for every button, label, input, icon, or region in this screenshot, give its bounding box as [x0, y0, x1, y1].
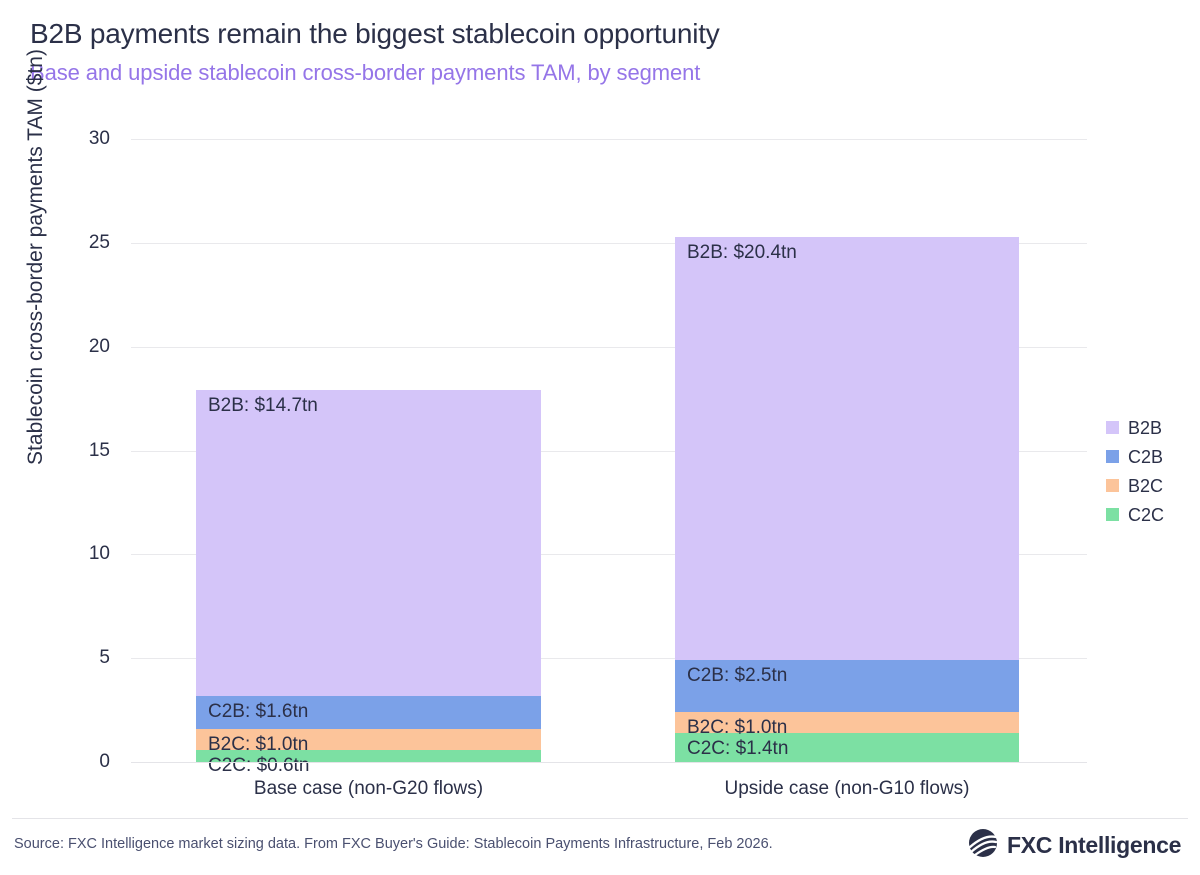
- fxc-globe-icon: [968, 828, 998, 863]
- bar-group[interactable]: C2C: $0.6tn B2C: $1.0tn C2B: $1.6tn B2B: $1…: [196, 139, 541, 776]
- gridline: [131, 346, 1087, 348]
- chart-legend: B2B C2B B2C C2C: [1106, 415, 1164, 531]
- chart-subtitle: Base and upside stablecoin cross-border …: [30, 60, 701, 85]
- x-tick-label: Base case (non-G20 flows): [253, 778, 484, 799]
- y-tick-label: 0: [99, 751, 110, 772]
- legend-item-b2b[interactable]: B2B: [1106, 415, 1164, 440]
- y-tick-label: 15: [88, 439, 110, 461]
- brand-logo: FXC Intelligence: [968, 828, 1181, 863]
- brand-name: FXC Intelligence: [1007, 832, 1182, 858]
- legend-swatch: [1106, 450, 1119, 463]
- legend-label: C2B: [1128, 446, 1164, 467]
- page-title: B2B payments remain the biggest stableco…: [30, 18, 720, 49]
- bar-segment-c2b[interactable]: C2B: $1.6tn: [196, 695, 541, 729]
- bar-segment-label: B2C: $1.0tn: [687, 717, 788, 739]
- bar-segment-label: B2C: $1.0tn: [208, 733, 309, 755]
- y-tick-label: 5: [99, 647, 110, 669]
- legend-swatch: [1106, 508, 1119, 521]
- plot-area: C2C: $0.6tn B2C: $1.0tn C2B: $1.6tn B2B: $1…: [131, 139, 1087, 776]
- gridline: [131, 554, 1087, 556]
- bar-segment-label: C2C: $0.6tn: [208, 754, 310, 776]
- bar-segment-b2b[interactable]: B2B: $14.7tn: [196, 390, 541, 696]
- bar-segment-c2b[interactable]: C2B: $2.5tn: [675, 660, 1019, 713]
- legend-label: B2B: [1128, 417, 1163, 438]
- bar-segment-label: B2B: $14.7tn: [208, 395, 318, 417]
- bar-segment-label: C2C: $1.4tn: [687, 737, 789, 759]
- bar-segment-label: C2B: $1.6tn: [208, 700, 309, 722]
- source-note: Source: FXC Intelligence market sizing d…: [14, 836, 773, 852]
- y-tick-label: 25: [88, 231, 110, 253]
- bar-segment-b2c[interactable]: B2C: $1.0tn: [675, 712, 1019, 738]
- y-tick-label: 20: [88, 335, 110, 357]
- legend-label: C2C: [1128, 504, 1165, 525]
- gridline: [131, 658, 1087, 660]
- legend-swatch: [1106, 421, 1119, 434]
- bar-segment-label: B2B: $20.4tn: [687, 241, 797, 263]
- bar-group[interactable]: C2C: $1.4tn B2C: $1.0tn C2B: $2.5tn B2B: $2…: [675, 139, 1019, 762]
- gridline: [131, 139, 1087, 140]
- y-tick-label: 30: [88, 128, 110, 149]
- legend-label: B2C: [1128, 475, 1164, 496]
- x-axis-line: [131, 762, 1087, 763]
- x-tick-label: Upside case (non-G10 flows): [724, 778, 970, 799]
- bar-segment-b2c[interactable]: B2C: $1.0tn: [196, 728, 541, 755]
- y-axis-title: Stablecoin cross-border payments TAM ($t…: [24, 49, 47, 465]
- legend-swatch: [1106, 479, 1119, 492]
- bar-segment-c2c[interactable]: C2C: $0.6tn: [196, 749, 541, 776]
- bar-segment-label: C2B: $2.5tn: [687, 665, 788, 687]
- legend-item-c2b[interactable]: C2B: [1106, 444, 1164, 469]
- gridline: [131, 450, 1087, 452]
- y-tick-label: 10: [88, 543, 110, 565]
- legend-item-b2c[interactable]: B2C: [1106, 473, 1164, 498]
- footer-divider: [12, 818, 1188, 819]
- legend-item-c2c[interactable]: C2C: [1106, 502, 1164, 527]
- bar-segment-b2b[interactable]: B2B: $20.4tn: [675, 236, 1019, 661]
- bar-segment-c2c[interactable]: C2C: $1.4tn: [675, 732, 1019, 762]
- gridline: [131, 242, 1087, 244]
